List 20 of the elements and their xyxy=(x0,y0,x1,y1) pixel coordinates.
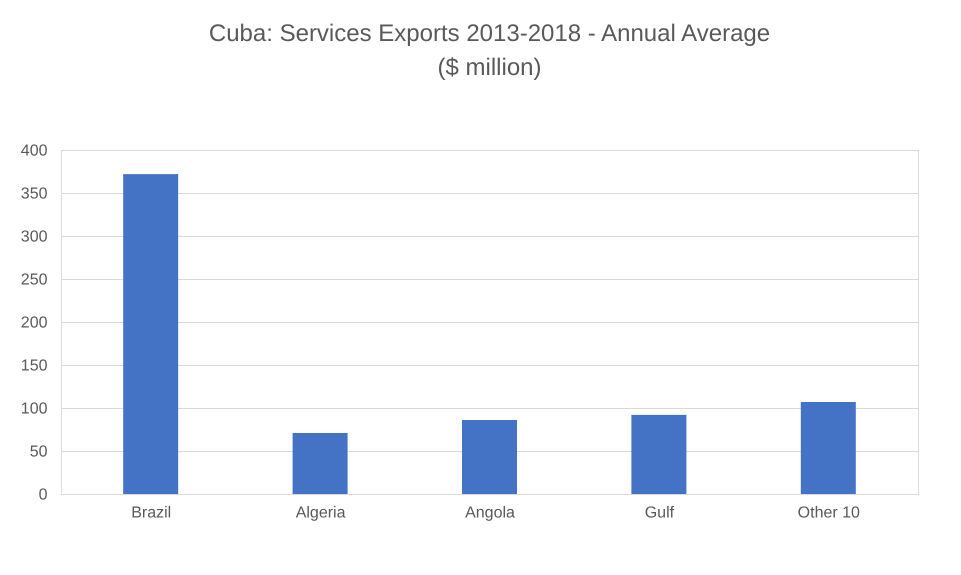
y-tick-label: 400 xyxy=(20,142,48,160)
x-tick-label: Brazil xyxy=(131,504,172,522)
x-tick-label: Angola xyxy=(465,504,516,522)
x-tick-label: Other 10 xyxy=(798,504,860,522)
y-tick-label: 300 xyxy=(20,228,48,246)
x-tick-label: Algeria xyxy=(296,504,346,522)
y-tick-label: 200 xyxy=(20,314,48,332)
bar xyxy=(631,414,686,494)
bar xyxy=(800,402,856,494)
y-tick-label: 50 xyxy=(30,444,48,460)
y-tick-label: 150 xyxy=(20,358,48,374)
y-tick-label: 0 xyxy=(38,486,48,504)
x-tick-label: Gulf xyxy=(644,504,675,522)
y-tick-label: 350 xyxy=(20,186,48,202)
y-tick-label: 250 xyxy=(20,272,48,288)
bar xyxy=(123,174,178,494)
bar xyxy=(462,420,517,494)
y-tick-label: 100 xyxy=(20,400,48,418)
chart-title: Cuba: Services Exports 2013-2018 - Annual Average ($ million) xyxy=(208,20,770,81)
bar xyxy=(292,432,348,494)
